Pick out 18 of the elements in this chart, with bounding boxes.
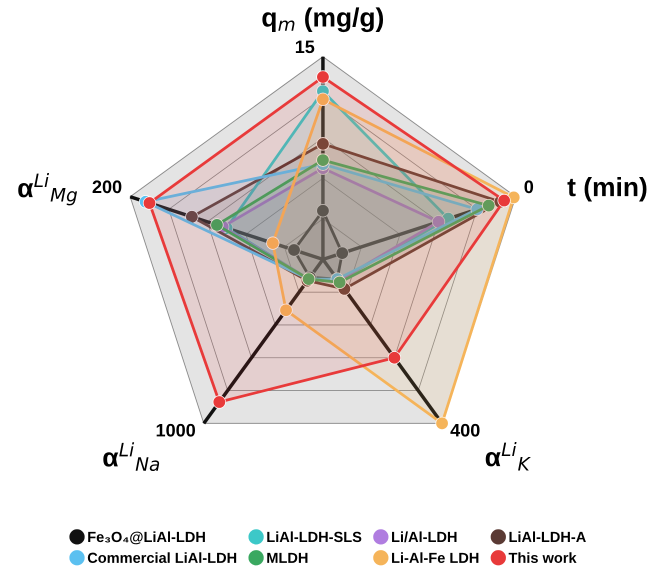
spoke-label: α$^{Li}$$_{Mg}$ <box>18 173 78 206</box>
legend-label: Fe₃O₄@LiAl-LDH <box>88 531 205 544</box>
text: 15 <box>296 40 314 54</box>
legend-label: Commercial LiAl-LDH <box>88 552 236 563</box>
legend-label: LiAl-LDH-A <box>509 531 586 542</box>
legend-label: Li/Al-LDH <box>392 531 456 542</box>
text: 0 <box>524 180 534 194</box>
spoke-label: α$^{Li}$$_{K}$ <box>486 442 531 470</box>
legend-label: This work <box>508 552 577 563</box>
legend-label: MLDH <box>267 552 308 563</box>
text: 400 <box>450 424 480 437</box>
text: 1000 <box>156 424 195 437</box>
spoke-label: q$_{m}$ (mg/g) <box>262 7 384 32</box>
legend-label: LiAl-LDH-SLS <box>267 531 362 542</box>
spoke-label: t (min) <box>567 176 646 202</box>
legend-label: Li-Al-Fe LDH <box>392 552 478 563</box>
spoke-label: α$^{Li}$$_{Na}$ <box>103 442 160 472</box>
text: 200 <box>92 180 122 194</box>
